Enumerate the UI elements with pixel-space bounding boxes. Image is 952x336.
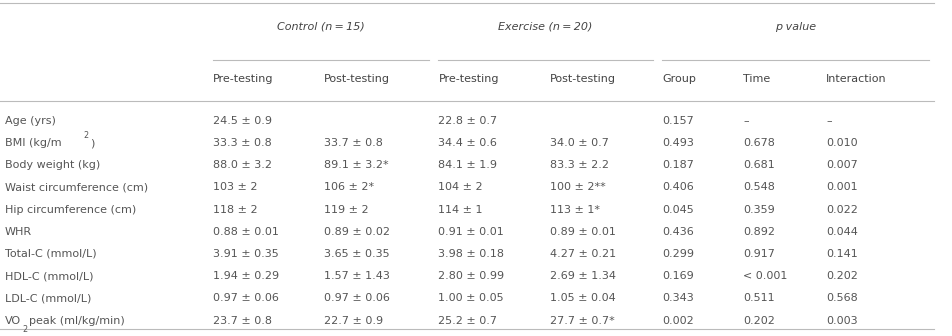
Text: 0.548: 0.548 [743,182,774,193]
Text: 22.7 ± 0.9: 22.7 ± 0.9 [324,316,383,326]
Text: 33.3 ± 0.8: 33.3 ± 0.8 [212,138,271,148]
Text: Pre-testing: Pre-testing [212,74,272,84]
Text: peak (ml/kg/min): peak (ml/kg/min) [29,316,124,326]
Text: 0.406: 0.406 [662,182,693,193]
Text: –: – [743,116,748,126]
Text: 0.343: 0.343 [662,293,693,303]
Text: 0.89 ± 0.01: 0.89 ± 0.01 [549,227,615,237]
Text: 0.359: 0.359 [743,205,774,215]
Text: 103 ± 2: 103 ± 2 [212,182,257,193]
Text: Post-testing: Post-testing [324,74,389,84]
Text: 0.157: 0.157 [662,116,693,126]
Text: –: – [825,116,831,126]
Text: 104 ± 2: 104 ± 2 [438,182,483,193]
Text: 84.1 ± 1.9: 84.1 ± 1.9 [438,160,497,170]
Text: 0.187: 0.187 [662,160,693,170]
Text: 34.0 ± 0.7: 34.0 ± 0.7 [549,138,608,148]
Text: Body weight (kg): Body weight (kg) [5,160,100,170]
Text: Age (yrs): Age (yrs) [5,116,55,126]
Text: 0.202: 0.202 [743,316,774,326]
Text: 0.169: 0.169 [662,271,693,281]
Text: 4.27 ± 0.21: 4.27 ± 0.21 [549,249,615,259]
Text: 100 ± 2**: 100 ± 2** [549,182,605,193]
Text: 0.681: 0.681 [743,160,774,170]
Text: 0.97 ± 0.06: 0.97 ± 0.06 [212,293,278,303]
Text: 119 ± 2: 119 ± 2 [324,205,368,215]
Text: 34.4 ± 0.6: 34.4 ± 0.6 [438,138,497,148]
Text: Exercise (n = 20): Exercise (n = 20) [498,22,592,32]
Text: 0.568: 0.568 [825,293,857,303]
Text: 3.91 ± 0.35: 3.91 ± 0.35 [212,249,278,259]
Text: 88.0 ± 3.2: 88.0 ± 3.2 [212,160,271,170]
Text: 0.007: 0.007 [825,160,857,170]
Text: Interaction: Interaction [825,74,886,84]
Text: ): ) [89,138,94,148]
Text: 0.010: 0.010 [825,138,857,148]
Text: 0.493: 0.493 [662,138,693,148]
Text: BMI (kg/m: BMI (kg/m [5,138,61,148]
Text: 0.002: 0.002 [662,316,693,326]
Text: Time: Time [743,74,770,84]
Text: < 0.001: < 0.001 [743,271,787,281]
Text: 2.69 ± 1.34: 2.69 ± 1.34 [549,271,615,281]
Text: Control (n = 15): Control (n = 15) [276,22,365,32]
Text: 1.57 ± 1.43: 1.57 ± 1.43 [324,271,389,281]
Text: 0.001: 0.001 [825,182,857,193]
Text: 0.917: 0.917 [743,249,774,259]
Text: 3.65 ± 0.35: 3.65 ± 0.35 [324,249,389,259]
Text: Waist circumference (cm): Waist circumference (cm) [5,182,148,193]
Text: 0.003: 0.003 [825,316,857,326]
Text: 106 ± 2*: 106 ± 2* [324,182,374,193]
Text: 0.436: 0.436 [662,227,693,237]
Text: 0.022: 0.022 [825,205,857,215]
Text: 27.7 ± 0.7*: 27.7 ± 0.7* [549,316,614,326]
Text: 0.88 ± 0.01: 0.88 ± 0.01 [212,227,278,237]
Text: HDL-C (mmol/L): HDL-C (mmol/L) [5,271,93,281]
Text: 0.97 ± 0.06: 0.97 ± 0.06 [324,293,389,303]
Text: LDL-C (mmol/L): LDL-C (mmol/L) [5,293,91,303]
Text: 0.91 ± 0.01: 0.91 ± 0.01 [438,227,504,237]
Text: 33.7 ± 0.8: 33.7 ± 0.8 [324,138,383,148]
Text: 3.98 ± 0.18: 3.98 ± 0.18 [438,249,504,259]
Text: 0.892: 0.892 [743,227,775,237]
Text: 22.8 ± 0.7: 22.8 ± 0.7 [438,116,497,126]
Text: p value: p value [774,22,816,32]
Text: Pre-testing: Pre-testing [438,74,498,84]
Text: Total-C (mmol/L): Total-C (mmol/L) [5,249,96,259]
Text: 2: 2 [23,325,28,334]
Text: 0.202: 0.202 [825,271,857,281]
Text: Group: Group [662,74,696,84]
Text: 0.141: 0.141 [825,249,857,259]
Text: 0.044: 0.044 [825,227,857,237]
Text: 118 ± 2: 118 ± 2 [212,205,257,215]
Text: 0.678: 0.678 [743,138,774,148]
Text: 1.94 ± 0.29: 1.94 ± 0.29 [212,271,278,281]
Text: Hip circumference (cm): Hip circumference (cm) [5,205,136,215]
Text: 0.299: 0.299 [662,249,694,259]
Text: 1.05 ± 0.04: 1.05 ± 0.04 [549,293,615,303]
Text: 2.80 ± 0.99: 2.80 ± 0.99 [438,271,504,281]
Text: Post-testing: Post-testing [549,74,615,84]
Text: WHR: WHR [5,227,31,237]
Text: 114 ± 1: 114 ± 1 [438,205,483,215]
Text: 1.00 ± 0.05: 1.00 ± 0.05 [438,293,504,303]
Text: 113 ± 1*: 113 ± 1* [549,205,599,215]
Text: 83.3 ± 2.2: 83.3 ± 2.2 [549,160,608,170]
Text: 24.5 ± 0.9: 24.5 ± 0.9 [212,116,271,126]
Text: 0.045: 0.045 [662,205,693,215]
Text: 2: 2 [83,131,88,140]
Text: 25.2 ± 0.7: 25.2 ± 0.7 [438,316,497,326]
Text: 89.1 ± 3.2*: 89.1 ± 3.2* [324,160,388,170]
Text: VO: VO [5,316,21,326]
Text: 0.89 ± 0.02: 0.89 ± 0.02 [324,227,389,237]
Text: 0.511: 0.511 [743,293,774,303]
Text: 23.7 ± 0.8: 23.7 ± 0.8 [212,316,271,326]
